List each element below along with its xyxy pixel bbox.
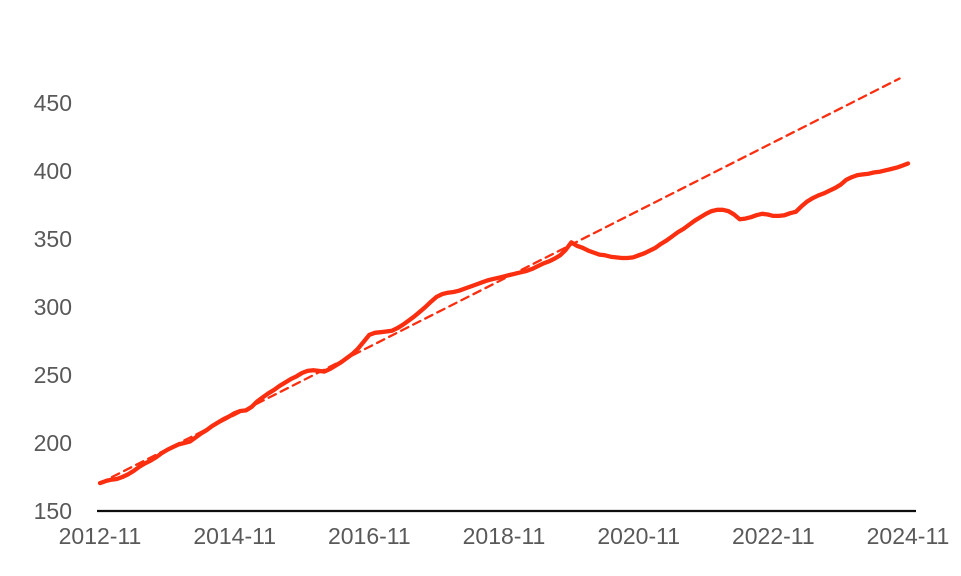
x-axis-tick-label: 2012-11 [59, 523, 142, 549]
actual-series-line [97, 161, 911, 486]
x-axis-tick-label: 2022-11 [732, 523, 815, 549]
x-axis-tick-label: 2024-11 [867, 523, 950, 549]
y-axis-tick-label: 150 [34, 498, 72, 524]
y-axis-tick-label: 400 [34, 158, 72, 184]
x-axis-tick-label: 2016-11 [328, 523, 411, 549]
y-axis-tick-label: 200 [34, 430, 72, 456]
y-axis-tick-label: 300 [34, 294, 72, 320]
y-axis-tick-label: 350 [34, 226, 72, 252]
y-axis-tick-label: 250 [34, 362, 72, 388]
x-axis-tick-label: 2020-11 [597, 523, 680, 549]
x-axis-tick-label: 2018-11 [463, 523, 546, 549]
y-axis-tick-label: 450 [34, 90, 72, 116]
x-axis-tick-label: 2014-11 [193, 523, 276, 549]
